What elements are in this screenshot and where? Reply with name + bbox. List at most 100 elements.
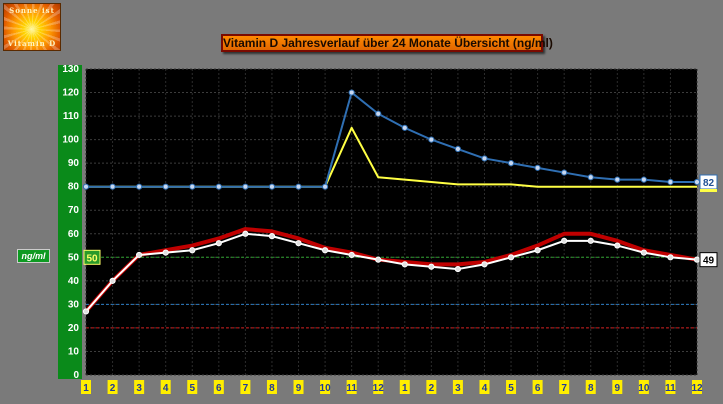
data-point-blue (136, 183, 143, 190)
data-point-blue (481, 155, 488, 162)
x-tick-label: 7 (561, 383, 567, 394)
x-tick-label: 10 (320, 383, 332, 394)
x-tick-label: 3 (136, 383, 142, 394)
data-point-blue (268, 183, 276, 190)
data-point-white (640, 249, 647, 256)
data-point-white (162, 249, 169, 256)
series-line-blue (86, 91, 697, 188)
data-point-white (215, 240, 222, 247)
y-tick-label: 130 (62, 64, 79, 75)
x-tick-label: 9 (296, 383, 302, 394)
data-point-blue (667, 178, 674, 186)
data-point-white (561, 237, 568, 244)
x-tick-box (479, 380, 490, 394)
data-point-blue (507, 160, 515, 167)
x-tick-label: 4 (482, 383, 488, 394)
data-point-blue (428, 136, 435, 143)
x-tick-box (134, 380, 145, 394)
data-point-white (614, 242, 621, 249)
data-point-blue (693, 178, 701, 186)
y-tick-label: 20 (68, 323, 80, 334)
x-tick-box (187, 380, 198, 394)
sun-logo: Sonne ist Vitamin D (3, 3, 61, 51)
data-point-white (375, 256, 382, 263)
data-point-white (587, 237, 594, 244)
data-point-blue (242, 183, 249, 190)
data-point-white (534, 247, 541, 254)
data-point-blue (614, 176, 621, 183)
x-tick-label: 11 (346, 383, 357, 394)
y-tick-label: 80 (68, 182, 80, 193)
x-tick-box (81, 380, 91, 394)
data-point-white (321, 247, 329, 254)
y-tick-label: 100 (62, 135, 79, 146)
data-point-white (82, 308, 90, 315)
data-point-white (109, 277, 116, 284)
x-tick-box (266, 380, 277, 394)
x-tick-label: 3 (455, 383, 461, 394)
plot-area (86, 69, 697, 375)
data-point-blue (534, 164, 541, 171)
x-tick-label: 2 (429, 383, 435, 394)
x-tick-label: 4 (163, 383, 169, 394)
data-point-white (295, 240, 302, 247)
x-tick-box (293, 380, 304, 394)
y-tick-label: 0 (73, 370, 79, 381)
end-label-blue: 82 (703, 178, 715, 189)
y-tick-label: 90 (68, 158, 80, 169)
x-tick-box (373, 380, 384, 394)
data-point-white (401, 261, 408, 268)
x-tick-label: 2 (110, 383, 116, 394)
x-tick-box (585, 380, 596, 394)
data-point-white (136, 251, 143, 259)
x-tick-label: 12 (373, 383, 385, 394)
y-tick-label: 10 (68, 346, 80, 357)
data-point-blue (587, 174, 594, 181)
end-label-underline-yellow (700, 188, 717, 192)
data-point-blue (215, 183, 222, 190)
data-point-white (189, 247, 196, 254)
x-tick-box (426, 380, 437, 394)
y-tick-label: 110 (63, 111, 80, 122)
x-tick-label: 6 (535, 383, 541, 394)
x-tick-box (240, 380, 251, 394)
x-tick-box (452, 380, 463, 394)
data-point-blue (348, 89, 355, 96)
data-point-blue (561, 169, 568, 176)
data-point-blue (401, 124, 408, 131)
data-point-blue (640, 176, 647, 183)
y-tick-label: 30 (68, 299, 80, 310)
data-point-blue (454, 145, 462, 153)
series-line-white (85, 232, 698, 313)
data-point-white (507, 254, 515, 261)
x-tick-box (532, 380, 543, 394)
x-tick-box (638, 380, 649, 394)
y-tick-label: 70 (68, 205, 80, 216)
data-point-blue (321, 183, 329, 190)
x-tick-label: 9 (615, 383, 621, 394)
x-tick-box (320, 380, 331, 394)
data-point-white (481, 261, 488, 268)
x-tick-label: 5 (508, 383, 514, 394)
x-tick-box (213, 380, 224, 394)
series-line-red (84, 227, 698, 313)
chart-title: Vitamin D Jahresverlauf über 24 Monate Ü… (221, 34, 553, 52)
x-tick-label: 8 (269, 383, 275, 394)
data-point-blue (162, 183, 169, 190)
x-tick-box (559, 380, 570, 394)
reference-label-box (83, 249, 101, 265)
logo-text-bottom: Vitamin D (7, 39, 57, 48)
y-axis-bar (58, 65, 82, 379)
x-tick-label: 11 (665, 383, 676, 394)
data-point-white (428, 263, 435, 270)
y-tick-label: 120 (62, 88, 79, 99)
x-tick-box (692, 380, 702, 394)
data-point-white (268, 233, 276, 240)
y-tick-label: 50 (68, 252, 80, 263)
x-tick-box (346, 380, 357, 394)
data-point-blue (109, 183, 116, 190)
x-tick-box (107, 380, 118, 394)
x-tick-label: 1 (402, 383, 408, 394)
